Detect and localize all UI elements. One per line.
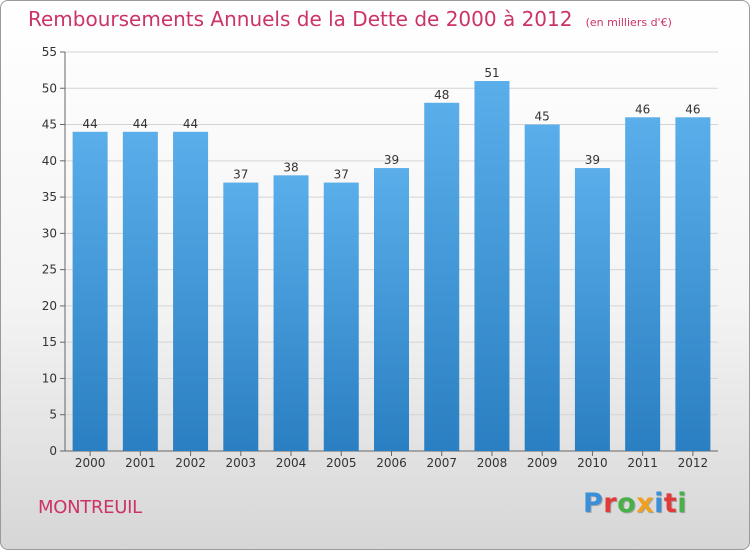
data-label: 46 [635,102,650,116]
logo-letter: P [583,488,604,519]
bar [424,102,460,452]
data-label: 46 [685,102,700,116]
x-tick-label: 2000 [75,456,106,470]
x-tick-label: 2005 [326,456,357,470]
logo-letter: i [654,488,664,519]
y-tick-label: 20 [42,299,57,313]
bar [72,131,108,452]
data-label: 37 [334,168,349,182]
x-tick-label: 2011 [627,456,658,470]
data-label: 44 [183,117,198,131]
y-tick-label: 45 [42,118,57,132]
logo-letter: x [636,488,655,519]
bar [122,131,158,452]
y-tick-label: 50 [42,81,57,95]
data-label: 44 [133,117,148,131]
bar [574,168,610,451]
city-name: MONTREUIL [38,497,142,518]
x-tick-label: 2007 [426,456,457,470]
bar [524,124,560,451]
y-tick-label: 10 [42,371,57,385]
x-tick-label: 2001 [125,456,156,470]
x-tick-label: 2009 [527,456,558,470]
x-tick-label: 2002 [175,456,206,470]
logo-letter: o [617,488,637,519]
bar [273,175,309,451]
y-tick-label: 5 [49,408,57,422]
y-tick-label: 55 [42,45,57,59]
x-tick-label: 2012 [678,456,709,470]
x-tick-label: 2010 [577,456,608,470]
bar [323,182,359,451]
bar [374,168,409,451]
bar [625,117,661,452]
bar [173,131,209,452]
y-tick-label: 40 [42,154,57,168]
y-tick-label: 0 [49,444,57,458]
y-tick-label: 35 [42,190,57,204]
x-tick-label: 2003 [226,456,257,470]
logo-letter: r [603,488,618,519]
y-tick-label: 25 [42,263,57,277]
logo-letter: t [663,488,678,519]
y-tick-label: 15 [42,335,57,349]
chart-title-block: Remboursements Annuels de la Dette de 20… [28,7,672,31]
data-label: 39 [585,153,600,167]
data-label: 39 [384,153,399,167]
data-label: 38 [283,160,298,174]
proxiti-logo: Proxiti [583,488,687,519]
data-label: 44 [82,117,97,131]
x-tick-label: 2004 [276,456,307,470]
data-label: 37 [233,168,248,182]
chart-unit: (en milliers d'€) [585,16,672,29]
data-label: 48 [434,88,449,102]
data-label: 51 [484,66,499,80]
logo-letter: i [677,488,688,519]
y-tick-label: 30 [42,226,57,240]
bar [675,117,711,452]
x-tick-label: 2008 [477,456,508,470]
x-tick-label: 2006 [376,456,407,470]
bar [223,182,259,451]
bar [474,81,510,451]
chart-title: Remboursements Annuels de la Dette de 20… [28,7,573,31]
data-label: 45 [535,110,550,124]
